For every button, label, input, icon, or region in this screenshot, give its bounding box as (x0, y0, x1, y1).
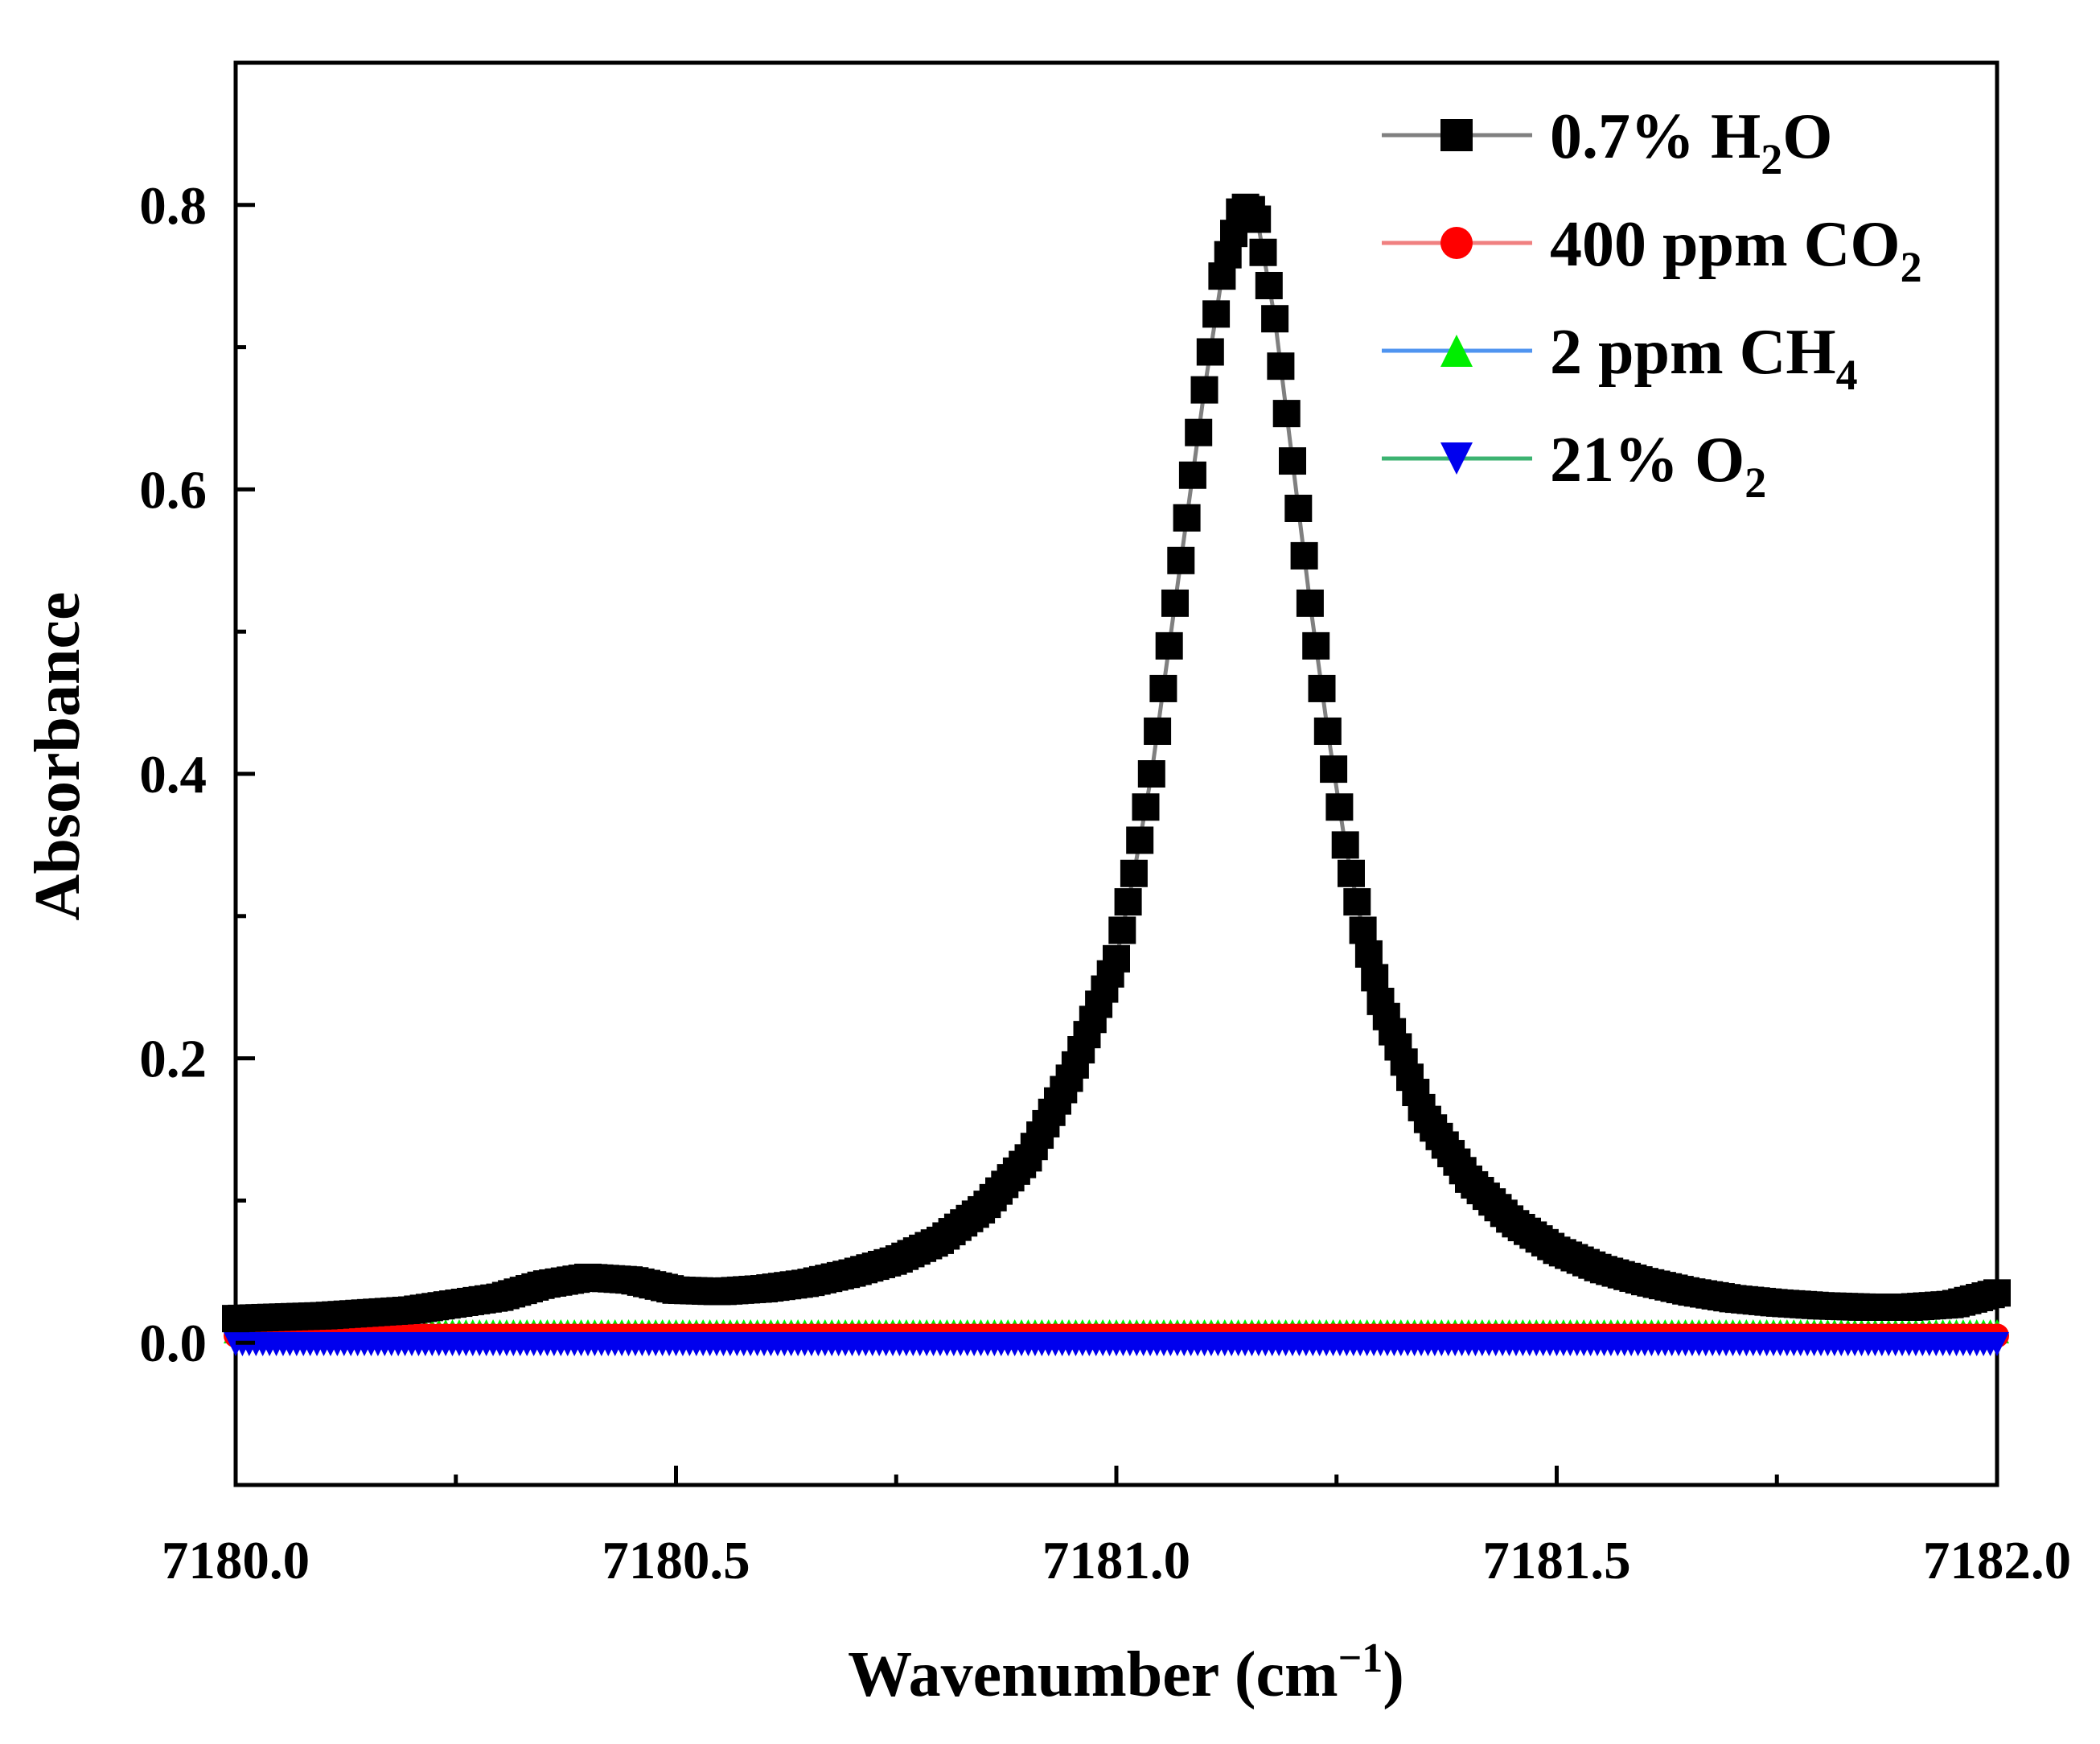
x-tick-label: 7180.0 (162, 1531, 310, 1590)
data-point (1267, 352, 1295, 380)
data-point (1167, 546, 1195, 574)
legend-label-main: 2 ppm CH (1550, 317, 1836, 388)
data-point (1103, 944, 1130, 973)
legend-label-sub: 4 (1836, 351, 1858, 399)
data-point (1108, 916, 1136, 944)
x-tick-label: 7181.5 (1482, 1531, 1630, 1590)
x-tick-label: 7182.0 (1923, 1531, 2071, 1590)
data-point (1272, 400, 1301, 428)
legend-label-sub: 2 (1745, 459, 1766, 507)
data-point (1349, 916, 1377, 944)
legend-item-0: 0.7% H2O (1382, 101, 1832, 183)
data-point (1202, 300, 1231, 328)
data-point (1155, 631, 1183, 660)
legend-label-main: 400 ppm CO (1550, 209, 1901, 280)
y-tick-label: 0.4 (139, 745, 207, 804)
data-point (1302, 631, 1330, 660)
y-tick-label: 0.2 (139, 1030, 207, 1089)
data-point (1361, 964, 1389, 992)
series-0 (222, 193, 2011, 1333)
data-point (1983, 1279, 2011, 1307)
x-tick-label: 7180.5 (602, 1531, 750, 1590)
data-point (1126, 826, 1154, 854)
data-point (1313, 717, 1342, 745)
legend-item-1: 400 ppm CO2 (1382, 209, 1922, 291)
legend-item-3: 21% O2 (1382, 425, 1766, 507)
legend-label: 2 ppm CH4 (1550, 317, 1858, 399)
data-point (1284, 494, 1313, 522)
legend-item-2: 2 ppm CH4 (1382, 317, 1858, 399)
data-point (1120, 859, 1148, 887)
series-3 (224, 1331, 2009, 1356)
data-point (1296, 589, 1324, 617)
x-axis-title-main: Wavenumber (cm (848, 1639, 1338, 1710)
data-point (1144, 717, 1172, 745)
data-point (1338, 859, 1365, 887)
data-point (1320, 755, 1348, 784)
data-point (1114, 888, 1142, 916)
data-point (1243, 205, 1272, 233)
data-point (1343, 888, 1371, 916)
legend-label-sub: 2 (1761, 135, 1782, 183)
legend-label-main: 21% O (1550, 425, 1745, 496)
legend-marker (1440, 442, 1473, 475)
legend-label-main: 0.7% H (1550, 101, 1761, 172)
data-point (1261, 305, 1289, 333)
data-point (1308, 674, 1336, 702)
data-point (1161, 589, 1189, 617)
axis-ticks (233, 203, 1999, 1487)
data-point (1325, 793, 1354, 821)
data-point (1279, 447, 1306, 475)
y-axis-title: Absorbance (23, 592, 93, 921)
y-tick-label: 0.6 (139, 460, 207, 520)
y-tick-label: 0.0 (139, 1314, 207, 1373)
data-point (1985, 1331, 2009, 1356)
legend-label: 21% O2 (1550, 425, 1766, 507)
data-point (1196, 338, 1224, 366)
data-point (1137, 760, 1165, 788)
legend-marker (1440, 335, 1473, 367)
y-tick-label: 0.8 (139, 176, 207, 236)
data-point (1249, 238, 1277, 266)
legend-marker (1440, 119, 1473, 151)
data-point (1178, 461, 1206, 489)
legend-marker (1440, 227, 1473, 259)
data-point (1290, 541, 1318, 570)
data-point (1149, 674, 1177, 702)
x-axis-title-end: ) (1383, 1639, 1404, 1710)
x-axis-title: Wavenumber (cm−1) (848, 1635, 1404, 1710)
data-point (1173, 504, 1201, 532)
legend-label: 400 ppm CO2 (1550, 209, 1922, 291)
legend-label-end: O (1782, 101, 1832, 172)
data-point (1354, 940, 1383, 968)
tick-labels: 7180.0 7180.5 7181.0 7181.5 7182.0 0.0 0.2 0.4 0… (139, 176, 2071, 1590)
data-point (1255, 271, 1283, 299)
data-point (1190, 376, 1218, 404)
legend-label-sub: 2 (1901, 243, 1922, 291)
legend-label: 0.7% H2O (1550, 101, 1832, 183)
plot-marks (222, 193, 2011, 1356)
data-point (1331, 831, 1359, 859)
data-point (1132, 793, 1160, 821)
x-tick-label: 7181.0 (1042, 1531, 1190, 1590)
data-point (1185, 418, 1213, 446)
x-axis-title-sup: −1 (1338, 1635, 1383, 1681)
